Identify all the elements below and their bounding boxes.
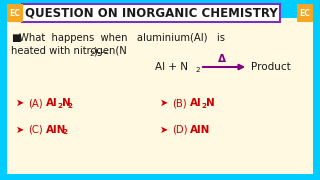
Text: (B): (B) — [172, 98, 187, 108]
Text: N: N — [206, 98, 215, 108]
Text: 2: 2 — [68, 102, 73, 109]
Text: 2: 2 — [195, 66, 200, 73]
Text: heated with nitrogen(N: heated with nitrogen(N — [11, 46, 127, 56]
Text: AlN: AlN — [46, 125, 66, 135]
Text: Δ: Δ — [218, 54, 226, 64]
Text: 2: 2 — [201, 102, 206, 109]
Text: AlN: AlN — [190, 125, 210, 135]
Text: ➤: ➤ — [160, 98, 168, 108]
Text: EC: EC — [300, 8, 310, 17]
Text: Product: Product — [251, 62, 291, 72]
Text: Al: Al — [46, 98, 58, 108]
Text: ➤: ➤ — [160, 125, 168, 135]
Bar — [297, 4, 313, 22]
Text: Al: Al — [190, 98, 202, 108]
Text: )---: )--- — [93, 46, 108, 56]
Bar — [7, 4, 23, 22]
Text: What  happens  when   aluminium(Al)   is: What happens when aluminium(Al) is — [19, 33, 225, 43]
Text: ➤: ➤ — [16, 98, 24, 108]
Text: 2: 2 — [89, 51, 94, 57]
Text: ■: ■ — [11, 33, 21, 43]
Text: 2: 2 — [62, 129, 68, 136]
Text: (C): (C) — [28, 125, 43, 135]
Text: EC: EC — [10, 8, 20, 17]
Text: 2: 2 — [57, 102, 62, 109]
Bar — [22, 4, 280, 22]
Text: QUESTION ON INORGANIC CHEMISTRY: QUESTION ON INORGANIC CHEMISTRY — [25, 6, 277, 19]
Text: Al + N: Al + N — [155, 62, 188, 72]
Bar — [7, 18, 313, 174]
Text: (D): (D) — [172, 125, 188, 135]
Text: ➤: ➤ — [16, 125, 24, 135]
Text: (A): (A) — [28, 98, 43, 108]
Text: N: N — [62, 98, 71, 108]
